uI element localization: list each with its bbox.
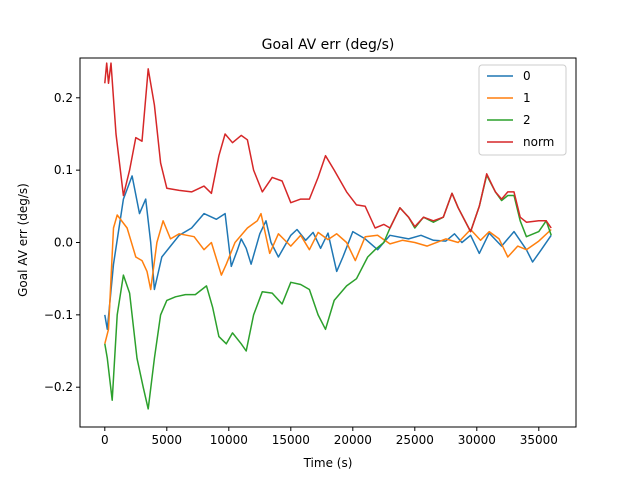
legend-label-1: 1: [523, 91, 531, 105]
x-tick-label: 10000: [210, 433, 248, 447]
y-tick-label: 0.1: [54, 163, 73, 177]
x-tick-label: 0: [101, 433, 109, 447]
x-axis-label: Time (s): [303, 456, 353, 470]
x-tick-label: 15000: [272, 433, 310, 447]
y-tick-label: 0.0: [54, 236, 73, 250]
x-tick-label: 5000: [152, 433, 183, 447]
y-tick-label: −0.1: [44, 308, 73, 322]
series-line-3: [104, 62, 552, 233]
y-axis-label: Goal AV err (deg/s): [16, 183, 30, 297]
legend-label-0: 0: [523, 69, 531, 83]
legend-label-3: norm: [523, 135, 554, 149]
series-layer: [104, 62, 552, 410]
legend-label-2: 2: [523, 113, 531, 127]
series-line-0: [104, 175, 552, 331]
legend: 0 1 2 norm: [478, 64, 567, 156]
series-line-2: [104, 174, 552, 410]
x-tick-label: 30000: [458, 433, 496, 447]
x-tick-label: 25000: [396, 433, 434, 447]
x-tick-label: 20000: [334, 433, 372, 447]
chart-title: Goal AV err (deg/s): [262, 37, 395, 53]
x-tick-label: 35000: [520, 433, 558, 447]
y-tick-label: 0.2: [54, 91, 73, 105]
y-axis: −0.2 −0.1 0.0 0.1 0.2: [44, 91, 80, 394]
x-axis: 0 5000 10000 15000 20000 25000 30000 35000: [101, 427, 558, 447]
y-tick-label: −0.2: [44, 380, 73, 394]
legend-box: [478, 64, 567, 156]
